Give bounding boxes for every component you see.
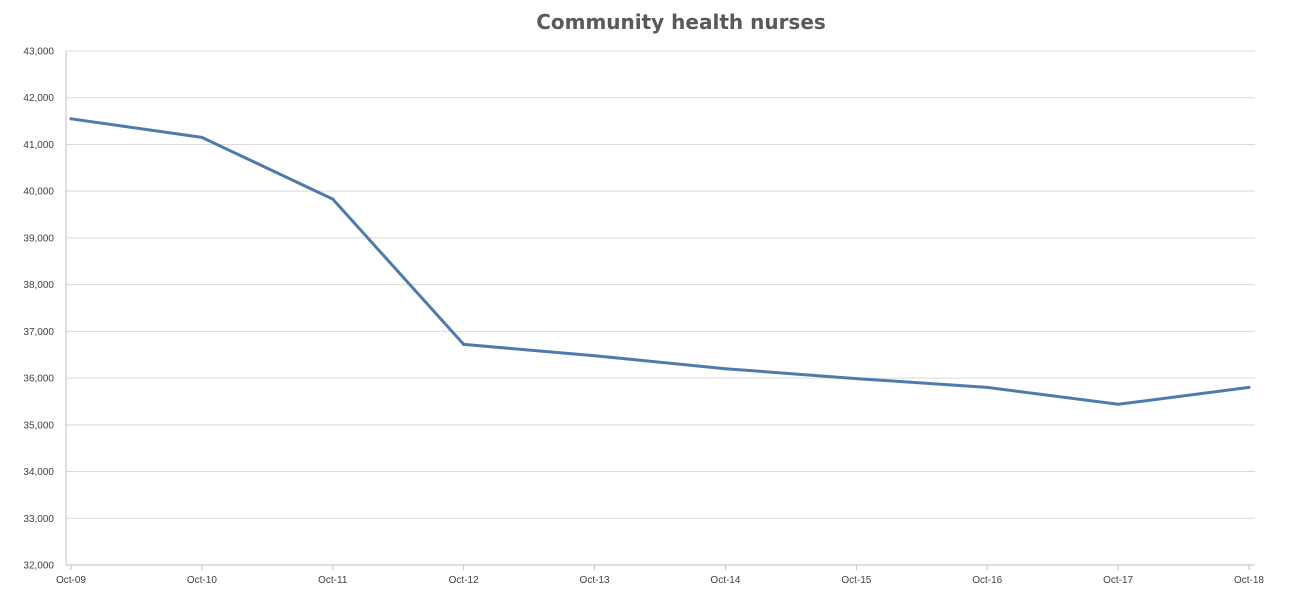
data-point bbox=[985, 385, 989, 389]
data-point bbox=[1116, 402, 1120, 406]
x-tick-label: Oct-17 bbox=[1103, 575, 1133, 586]
data-point bbox=[331, 197, 335, 201]
y-tick-label: 33,000 bbox=[23, 514, 54, 525]
gridlines bbox=[66, 50, 1255, 519]
y-tick-label: 40,000 bbox=[23, 187, 54, 198]
y-tick-label: 41,000 bbox=[23, 140, 54, 151]
x-tick-label: Oct-15 bbox=[841, 575, 871, 586]
data-point bbox=[462, 342, 466, 346]
series-line bbox=[69, 117, 1251, 406]
data-point bbox=[200, 135, 204, 139]
y-tick-label: 35,000 bbox=[23, 420, 54, 431]
y-tick-labels: 32,000 33,000 34,000 35,000 36,000 37,000 38,0… bbox=[23, 47, 54, 572]
data-point bbox=[593, 354, 597, 358]
chart-title: Community health nurses bbox=[536, 10, 826, 34]
x-tick-label: Oct-12 bbox=[449, 575, 479, 586]
x-tick-label: Oct-09 bbox=[56, 575, 86, 586]
y-tick-label: 38,000 bbox=[23, 280, 54, 291]
y-tick-label: 37,000 bbox=[23, 327, 54, 338]
x-tick-label: Oct-11 bbox=[318, 575, 348, 586]
x-tick-labels: Oct-09 Oct-10 Oct-11 Oct-12 Oct-13 Oct-14 Oct-… bbox=[56, 575, 1264, 586]
x-tick-label: Oct-16 bbox=[972, 575, 1002, 586]
x-tick-label: Oct-13 bbox=[580, 575, 610, 586]
y-tick-label: 43,000 bbox=[23, 47, 54, 58]
data-point bbox=[854, 377, 858, 381]
data-point bbox=[69, 117, 73, 121]
x-tick-label: Oct-10 bbox=[187, 575, 217, 586]
data-point bbox=[1247, 385, 1251, 389]
y-tick-label: 34,000 bbox=[23, 467, 54, 478]
y-tick-label: 39,000 bbox=[23, 233, 54, 244]
series-layer bbox=[69, 117, 1251, 406]
y-tick-label: 32,000 bbox=[23, 561, 54, 572]
data-point bbox=[723, 367, 727, 371]
y-tick-label: 42,000 bbox=[23, 93, 54, 104]
x-tick-label: Oct-14 bbox=[710, 575, 740, 586]
y-tick-label: 36,000 bbox=[23, 374, 54, 385]
axes bbox=[65, 51, 1255, 570]
x-tick-label: Oct-18 bbox=[1234, 575, 1264, 586]
